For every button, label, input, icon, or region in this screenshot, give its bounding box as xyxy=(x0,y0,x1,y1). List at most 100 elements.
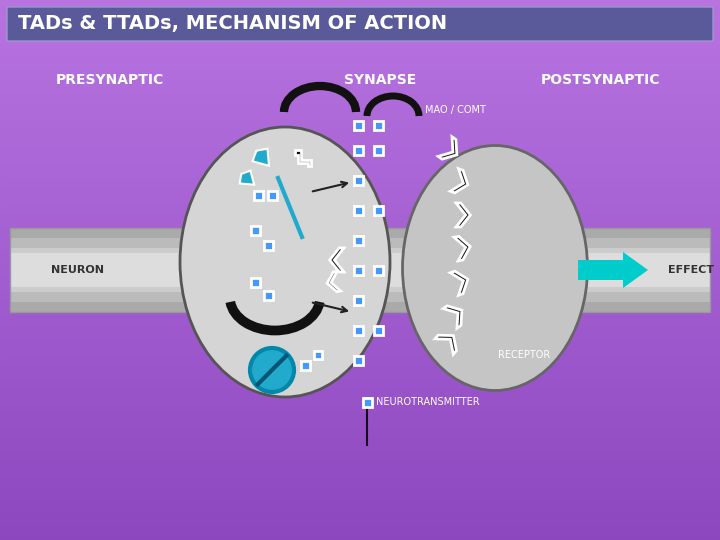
Bar xyxy=(0,254,720,260)
Bar xyxy=(0,43,720,49)
Bar xyxy=(0,225,720,231)
Text: POSTSYNAPTIC: POSTSYNAPTIC xyxy=(540,73,660,87)
Bar xyxy=(0,294,720,300)
Bar xyxy=(0,58,720,64)
Bar xyxy=(0,451,720,456)
Bar xyxy=(0,137,720,143)
Bar xyxy=(0,107,720,113)
Polygon shape xyxy=(456,203,470,227)
Bar xyxy=(10,228,710,312)
Bar xyxy=(0,515,720,521)
Bar xyxy=(0,191,720,197)
Bar xyxy=(0,318,720,324)
Bar xyxy=(0,475,720,481)
Bar xyxy=(10,228,710,312)
Bar xyxy=(0,465,720,471)
Bar xyxy=(0,112,720,118)
Polygon shape xyxy=(240,171,254,185)
Bar xyxy=(354,120,362,130)
Bar xyxy=(0,38,720,44)
Bar xyxy=(0,195,720,201)
Bar xyxy=(354,235,362,245)
Bar xyxy=(0,333,720,339)
Bar xyxy=(0,259,720,265)
Bar xyxy=(374,266,382,274)
Polygon shape xyxy=(623,252,648,288)
Bar xyxy=(0,14,720,19)
Bar xyxy=(0,382,720,388)
Bar xyxy=(0,279,720,285)
Bar xyxy=(362,397,372,407)
Bar xyxy=(314,351,322,359)
Bar xyxy=(0,421,720,427)
Bar xyxy=(10,248,710,292)
Bar xyxy=(354,266,362,274)
Bar xyxy=(0,274,720,280)
Bar xyxy=(0,240,720,246)
Bar xyxy=(264,240,272,249)
Bar xyxy=(0,284,720,289)
Bar xyxy=(253,191,263,199)
Bar xyxy=(0,510,720,516)
Bar xyxy=(0,186,720,192)
Bar xyxy=(0,446,720,451)
Bar xyxy=(0,529,720,535)
Bar xyxy=(0,132,720,138)
Bar xyxy=(0,485,720,491)
Polygon shape xyxy=(327,271,341,292)
Bar xyxy=(0,141,720,147)
Bar xyxy=(0,235,720,240)
Bar xyxy=(354,295,362,305)
Bar xyxy=(0,392,720,397)
Bar xyxy=(0,387,720,393)
Bar xyxy=(0,313,720,319)
Bar xyxy=(0,441,720,447)
Bar xyxy=(0,220,720,226)
Bar xyxy=(0,480,720,486)
Bar xyxy=(0,87,720,93)
Text: RECEPTOR: RECEPTOR xyxy=(498,350,550,360)
Bar xyxy=(0,33,720,39)
Bar xyxy=(0,308,720,314)
Bar xyxy=(0,348,720,354)
Bar xyxy=(0,519,720,525)
Bar xyxy=(0,63,720,69)
Bar xyxy=(10,253,710,287)
Bar xyxy=(0,264,720,270)
Bar xyxy=(268,191,276,199)
Bar xyxy=(0,289,720,294)
Bar xyxy=(0,171,720,177)
Bar xyxy=(374,120,382,130)
Polygon shape xyxy=(454,237,470,261)
Bar xyxy=(0,362,720,368)
Polygon shape xyxy=(450,168,468,193)
Bar xyxy=(0,416,720,422)
Bar xyxy=(0,19,720,24)
Bar xyxy=(0,500,720,505)
Bar xyxy=(0,181,720,186)
Bar xyxy=(0,210,720,216)
Bar xyxy=(0,29,720,35)
Bar xyxy=(578,260,623,280)
Bar xyxy=(0,426,720,432)
Bar xyxy=(354,355,362,364)
Bar xyxy=(0,470,720,476)
Bar xyxy=(0,0,720,5)
Bar xyxy=(0,78,720,84)
Bar xyxy=(0,117,720,123)
Bar xyxy=(0,456,720,462)
Bar xyxy=(0,4,720,10)
Text: SYNAPSE: SYNAPSE xyxy=(344,73,416,87)
Bar xyxy=(354,326,362,334)
Bar xyxy=(0,505,720,510)
Ellipse shape xyxy=(180,127,390,397)
Bar xyxy=(0,436,720,442)
Bar xyxy=(0,166,720,172)
Bar xyxy=(0,357,720,363)
Bar xyxy=(0,495,720,501)
Text: NEUROTRANSMITTER: NEUROTRANSMITTER xyxy=(376,397,480,407)
Polygon shape xyxy=(253,148,269,166)
Bar xyxy=(0,343,720,348)
Bar xyxy=(0,146,720,152)
Bar xyxy=(0,53,720,59)
